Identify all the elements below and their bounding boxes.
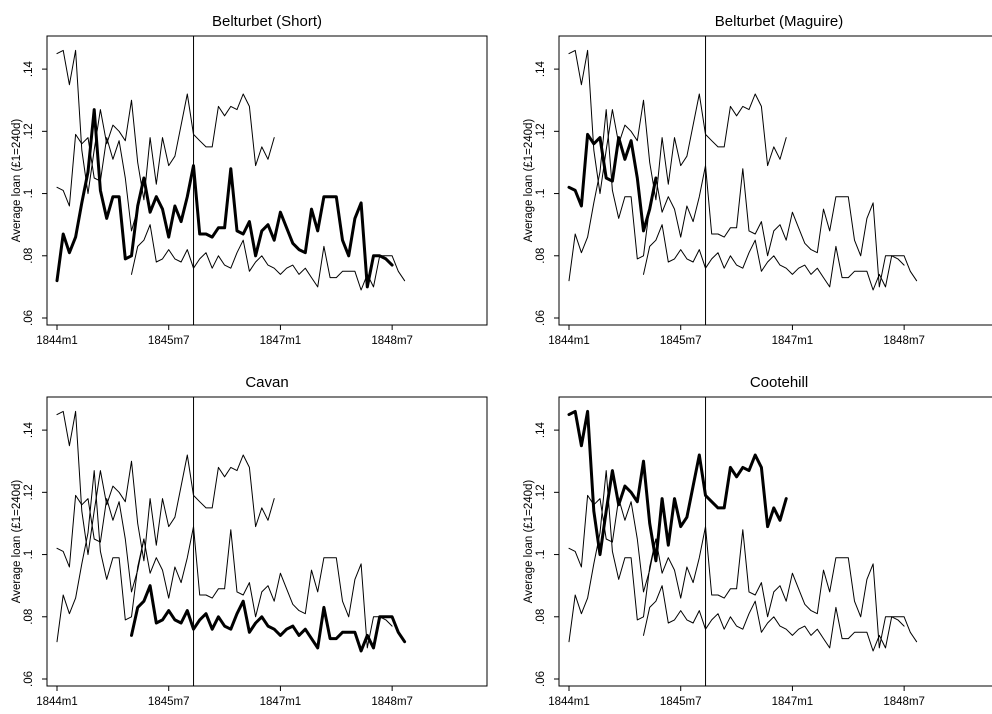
y-tick-label: .14 bbox=[23, 422, 35, 439]
chart-panel-1: Belturbet (Short) .06 .08 .1 .12 .14 1844m1 184… bbox=[11, 13, 488, 347]
x-tick-label: 1844m1 bbox=[36, 335, 78, 347]
panel-title: Cavan bbox=[245, 374, 288, 391]
y-tick-label: .06 bbox=[23, 310, 35, 326]
series-line bbox=[568, 494, 657, 593]
y-tick-label: .14 bbox=[23, 61, 35, 78]
plot-frame bbox=[46, 35, 488, 326]
plot-frame bbox=[558, 396, 992, 687]
series-line bbox=[568, 109, 905, 288]
y-tick-label: .08 bbox=[535, 609, 547, 625]
x-tick-label: 1845m7 bbox=[148, 696, 190, 708]
x-tick-label: 1845m7 bbox=[660, 696, 702, 708]
x-tick-label: 1844m1 bbox=[36, 696, 78, 708]
chart-panel-3: Cavan .06 .08 .1 .12 .14 1844m1 1845m7 1847m1 184… bbox=[11, 374, 488, 708]
plot-frame bbox=[46, 396, 488, 687]
x-tick-label: 1845m7 bbox=[148, 335, 190, 347]
y-tick-label: .1 bbox=[535, 550, 547, 560]
x-tick-label: 1848m7 bbox=[883, 696, 925, 708]
y-tick-label: .1 bbox=[535, 189, 547, 199]
series-line-highlighted bbox=[567, 409, 788, 563]
panel-title: Belturbet (Maguire) bbox=[715, 13, 843, 30]
series-line-highlighted bbox=[567, 132, 658, 233]
x-tick-label: 1844m1 bbox=[548, 335, 590, 347]
series-line bbox=[643, 585, 918, 652]
y-tick-label: .1 bbox=[23, 189, 35, 199]
x-tick-label: 1847m1 bbox=[772, 335, 814, 347]
plot-frame bbox=[558, 35, 992, 326]
y-tick-label: .12 bbox=[23, 123, 35, 139]
x-tick-label: 1848m7 bbox=[883, 335, 925, 347]
y-tick-label: .08 bbox=[23, 609, 35, 625]
x-tick-label: 1847m1 bbox=[260, 335, 302, 347]
series-line bbox=[56, 494, 145, 593]
y-tick-label: .12 bbox=[535, 123, 547, 139]
y-tick-label: .1 bbox=[23, 550, 35, 560]
series-line bbox=[56, 410, 275, 562]
panel-title: Belturbet (Short) bbox=[212, 13, 322, 30]
y-tick-label: .12 bbox=[23, 484, 35, 500]
x-tick-label: 1844m1 bbox=[548, 696, 590, 708]
panel-title: Cootehill bbox=[750, 374, 808, 391]
x-tick-label: 1848m7 bbox=[371, 335, 413, 347]
y-tick-label: .14 bbox=[535, 61, 547, 78]
series-line-highlighted bbox=[55, 108, 394, 289]
y-axis-title: Average loan (£1=240d) bbox=[523, 480, 535, 604]
series-line bbox=[56, 49, 275, 201]
series-line bbox=[568, 49, 787, 201]
x-tick-label: 1847m1 bbox=[260, 696, 302, 708]
y-tick-label: .12 bbox=[535, 484, 547, 500]
series-line-highlighted bbox=[130, 584, 407, 653]
series-line bbox=[131, 224, 406, 291]
x-tick-label: 1847m1 bbox=[772, 696, 814, 708]
y-axis-title: Average loan (£1=240d) bbox=[11, 480, 23, 604]
y-axis-title: Average loan (£1=240d) bbox=[523, 119, 535, 243]
y-tick-label: .06 bbox=[23, 671, 35, 687]
x-tick-label: 1845m7 bbox=[660, 335, 702, 347]
y-tick-label: .08 bbox=[23, 248, 35, 264]
y-tick-label: .06 bbox=[535, 310, 547, 326]
chart-panel-2: Belturbet (Maguire) .06 .08 .1 .12 .14 1844m1 1… bbox=[523, 13, 992, 347]
series-line bbox=[568, 470, 905, 649]
x-tick-label: 1848m7 bbox=[371, 696, 413, 708]
y-tick-label: .08 bbox=[535, 248, 547, 264]
y-axis-title: Average loan (£1=240d) bbox=[11, 119, 23, 243]
y-tick-label: .14 bbox=[535, 422, 547, 439]
series-line bbox=[643, 224, 918, 291]
series-line bbox=[56, 470, 393, 649]
chart-panel-4: Cootehill .06 .08 .1 .12 .14 1844m1 1845m7 1847m… bbox=[523, 374, 992, 708]
y-tick-label: .06 bbox=[535, 671, 547, 687]
